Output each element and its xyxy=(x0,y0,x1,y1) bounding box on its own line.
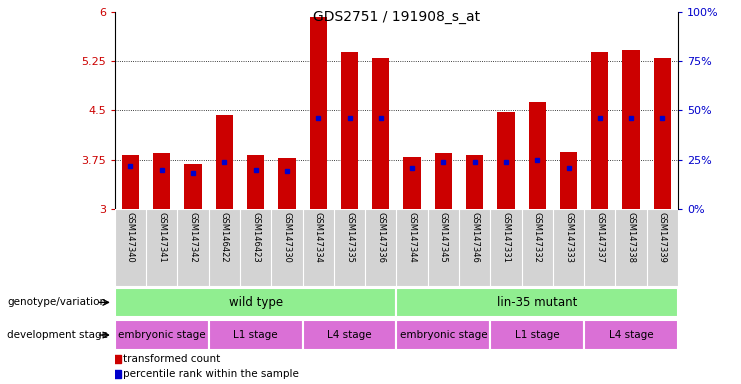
Text: GSM147344: GSM147344 xyxy=(408,212,416,262)
Text: GDS2751 / 191908_s_at: GDS2751 / 191908_s_at xyxy=(313,10,480,23)
Text: genotype/variation: genotype/variation xyxy=(7,297,107,308)
Text: GSM146422: GSM146422 xyxy=(220,212,229,262)
Text: L4 stage: L4 stage xyxy=(328,330,372,340)
Bar xyxy=(435,153,452,209)
Text: GSM147331: GSM147331 xyxy=(502,212,511,262)
Bar xyxy=(654,58,671,209)
Bar xyxy=(209,320,302,350)
Text: GSM147341: GSM147341 xyxy=(157,212,166,262)
Text: wild type: wild type xyxy=(228,296,283,309)
Text: GSM147346: GSM147346 xyxy=(470,212,479,262)
Text: lin-35 mutant: lin-35 mutant xyxy=(497,296,577,309)
Bar xyxy=(247,155,265,209)
Bar xyxy=(591,52,608,209)
Bar xyxy=(185,164,202,209)
Text: GSM147332: GSM147332 xyxy=(533,212,542,262)
Text: GSM147333: GSM147333 xyxy=(564,212,573,263)
Text: transformed count: transformed count xyxy=(123,354,221,364)
Text: GSM147345: GSM147345 xyxy=(439,212,448,262)
Text: development stage: development stage xyxy=(7,330,108,340)
Text: L4 stage: L4 stage xyxy=(609,330,654,340)
Text: embryonic stage: embryonic stage xyxy=(399,330,487,340)
Text: L1 stage: L1 stage xyxy=(515,330,559,340)
Bar xyxy=(560,152,577,209)
Bar xyxy=(403,157,421,209)
Text: GSM147330: GSM147330 xyxy=(282,212,291,262)
Bar xyxy=(622,50,639,209)
Text: GSM146423: GSM146423 xyxy=(251,212,260,262)
Text: GSM147336: GSM147336 xyxy=(376,212,385,263)
Bar xyxy=(491,320,584,350)
Bar xyxy=(528,103,546,209)
Bar xyxy=(153,153,170,209)
Bar xyxy=(216,115,233,209)
Text: percentile rank within the sample: percentile rank within the sample xyxy=(123,369,299,379)
Text: GSM147335: GSM147335 xyxy=(345,212,354,262)
Text: GSM147340: GSM147340 xyxy=(126,212,135,262)
Bar xyxy=(497,112,514,209)
Bar xyxy=(396,320,491,350)
Text: GSM147342: GSM147342 xyxy=(188,212,198,262)
Text: GSM147334: GSM147334 xyxy=(313,212,323,262)
Bar xyxy=(396,288,678,317)
Bar xyxy=(279,158,296,209)
Text: L1 stage: L1 stage xyxy=(233,330,278,340)
Bar xyxy=(115,320,209,350)
Bar xyxy=(310,17,327,209)
Text: GSM147339: GSM147339 xyxy=(658,212,667,262)
Bar xyxy=(302,320,396,350)
Bar xyxy=(584,320,678,350)
Bar xyxy=(115,288,396,317)
Text: embryonic stage: embryonic stage xyxy=(118,330,205,340)
Bar xyxy=(466,155,483,209)
Bar xyxy=(122,155,139,209)
Text: GSM147338: GSM147338 xyxy=(627,212,636,263)
Bar xyxy=(341,52,358,209)
Text: GSM147337: GSM147337 xyxy=(595,212,605,263)
Bar xyxy=(372,58,390,209)
